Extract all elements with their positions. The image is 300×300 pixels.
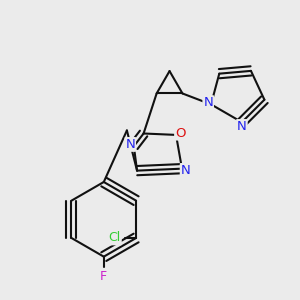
Text: O: O xyxy=(175,127,185,140)
Text: N: N xyxy=(237,120,247,133)
Text: N: N xyxy=(125,138,135,151)
Text: Cl: Cl xyxy=(109,232,121,244)
Text: F: F xyxy=(100,270,107,283)
Text: N: N xyxy=(203,96,213,109)
Text: N: N xyxy=(181,164,190,177)
